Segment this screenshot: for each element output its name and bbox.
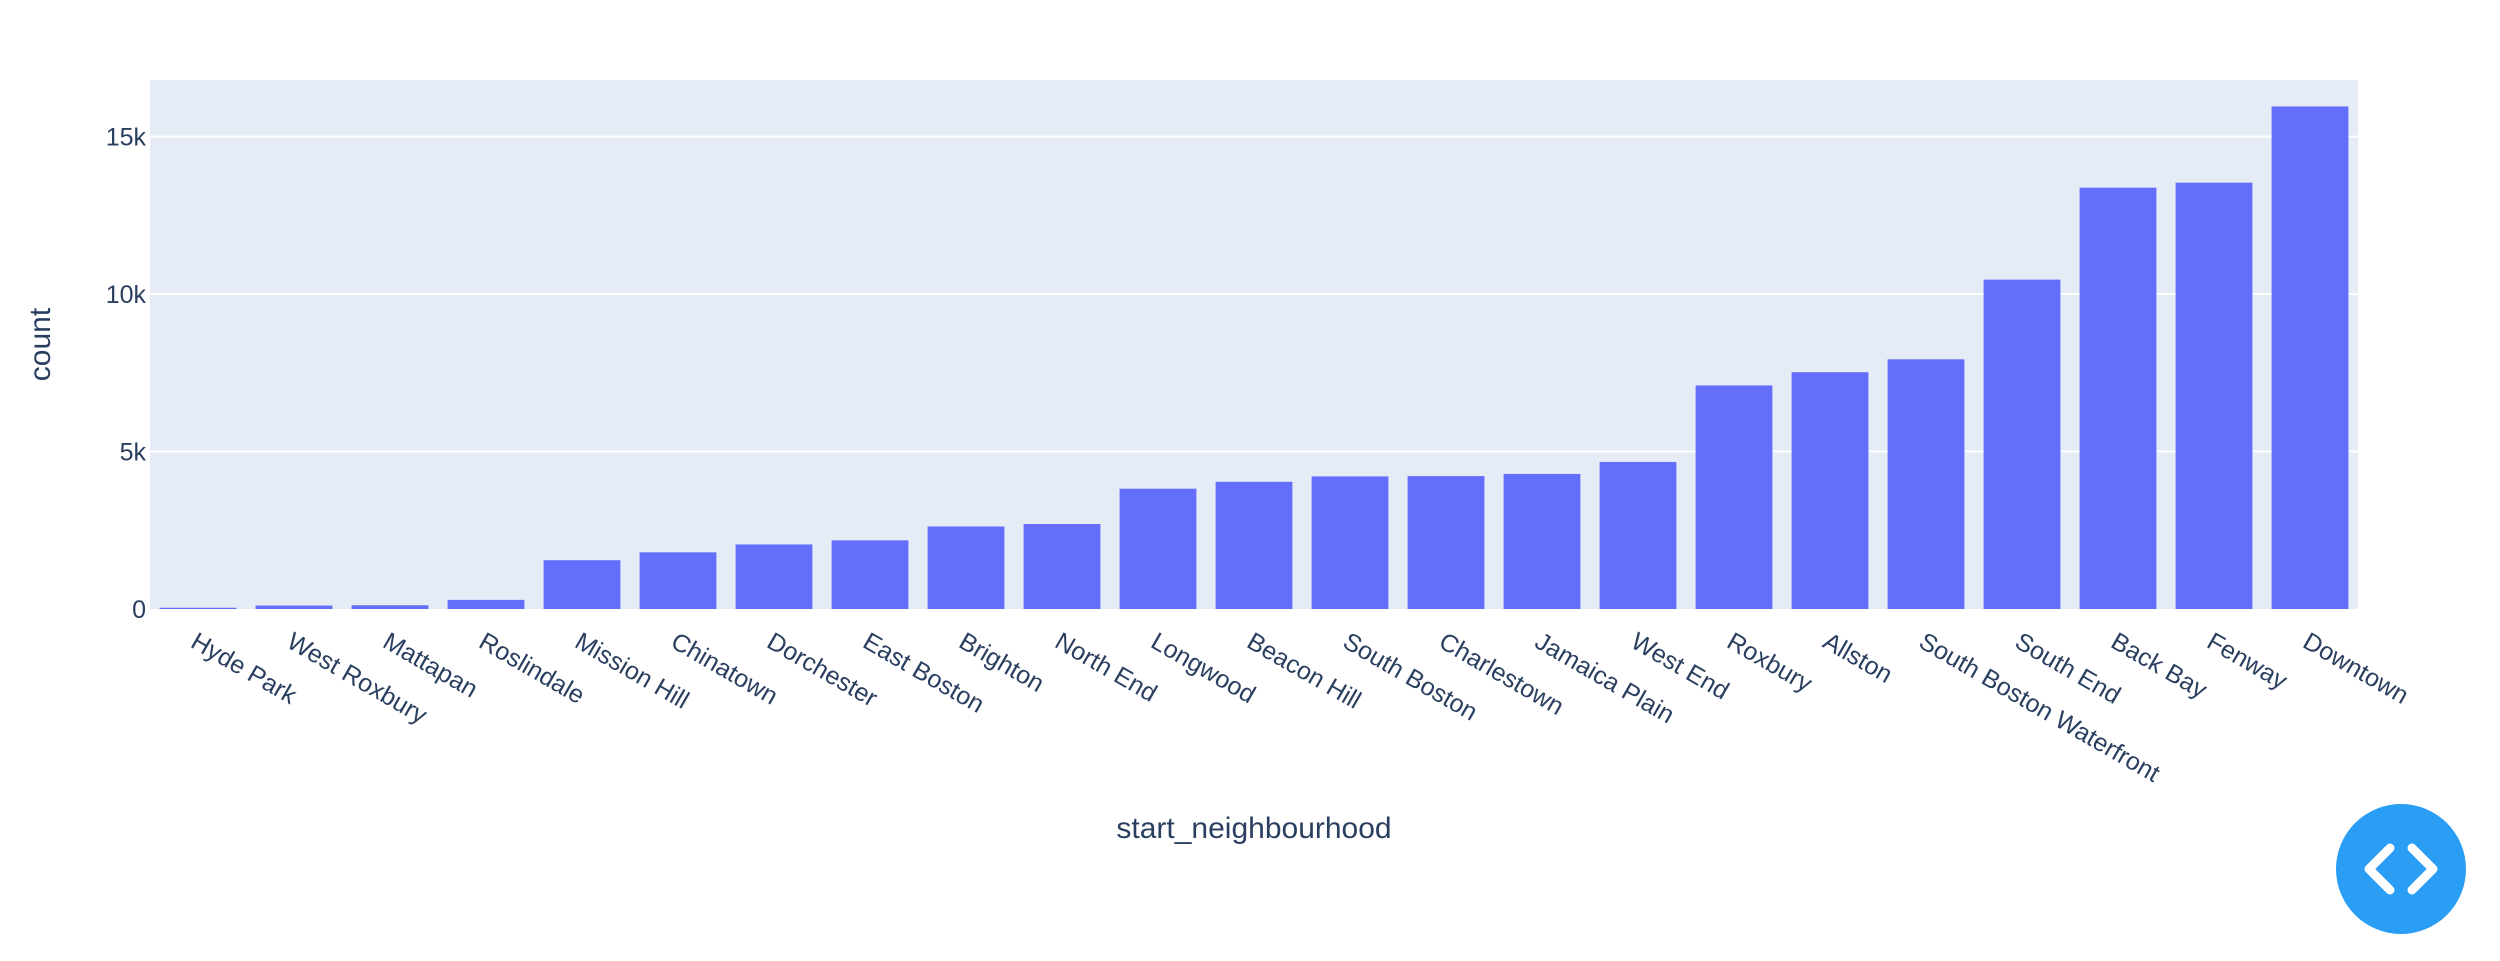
x-tick-label: Downtown: [2298, 627, 2413, 710]
bar-back-bay[interactable]: [2079, 187, 2157, 610]
x-tick-label: Allston: [1818, 627, 1897, 689]
x-tick-label: Back Bay: [2106, 627, 2212, 704]
bar-east-boston[interactable]: [831, 540, 909, 609]
x-tick-label: Roxbury: [1722, 627, 1817, 698]
x-tick-label: Hyde Park: [186, 627, 302, 710]
bar-longwood[interactable]: [1119, 488, 1197, 609]
x-tick-label: Fenway: [2202, 627, 2292, 695]
y-tick-label: 15k: [106, 124, 147, 152]
y-axis-title: count: [24, 307, 57, 381]
bar-fenway[interactable]: [2175, 182, 2253, 609]
bar-south-boston[interactable]: [1311, 476, 1389, 609]
bar-south-boston-waterfront[interactable]: [1887, 359, 1965, 609]
y-tick-label: 5k: [120, 439, 147, 467]
x-tick-label: Longwood: [1146, 627, 1260, 709]
code-brackets-icon: [2364, 843, 2438, 895]
x-tick-label: Roslindale: [474, 627, 589, 710]
bar-hyde-park[interactable]: [159, 607, 237, 609]
bar-west-end[interactable]: [1599, 461, 1677, 609]
y-tick-label: 0: [132, 596, 146, 624]
bar-jamaica-plain[interactable]: [1503, 473, 1581, 609]
code-toggle-button[interactable]: [2336, 804, 2466, 934]
bar-beacon-hill[interactable]: [1215, 481, 1293, 609]
bar-north-end[interactable]: [1023, 523, 1101, 609]
bar-roxbury[interactable]: [1695, 385, 1773, 609]
bar-brighton[interactable]: [927, 526, 1005, 609]
bar-south-end[interactable]: [1983, 279, 2061, 609]
bar-dorchester[interactable]: [735, 544, 813, 609]
bar-downtown[interactable]: [2271, 106, 2349, 609]
bar-mission-hill[interactable]: [543, 560, 621, 609]
bar-roslindale[interactable]: [447, 599, 525, 609]
bar-west-roxbury[interactable]: [255, 605, 333, 609]
bar-chinatown[interactable]: [639, 552, 717, 609]
bar-charlestown[interactable]: [1407, 476, 1485, 609]
bar-mattapan[interactable]: [351, 605, 429, 609]
x-axis-title: start_neighbourhood: [1116, 812, 1391, 845]
bars: [159, 106, 2349, 610]
y-tick-label: 10k: [106, 281, 147, 309]
x-tick-label: North End: [1050, 627, 1161, 708]
y-axis-ticks: 0 5k 10k 15k: [106, 124, 147, 624]
bar-allston[interactable]: [1791, 372, 1869, 609]
